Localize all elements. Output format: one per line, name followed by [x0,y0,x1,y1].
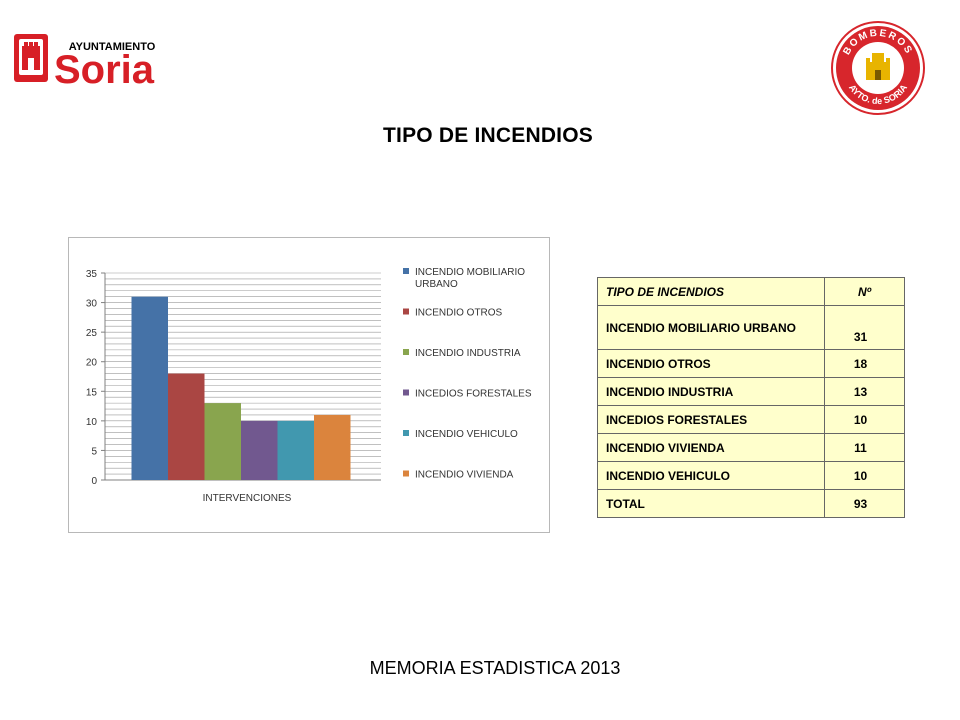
table-row-total: TOTAL 93 [597,489,905,518]
ayuntamiento-soria-logo: AYUNTAMIENTO Soria [12,28,192,92]
coat-of-arms-icon [14,34,48,82]
table-header-number: Nº [824,277,905,306]
bar [277,420,314,480]
table-cell-value: 18 [824,349,905,378]
bar [314,414,351,480]
y-tick-label: 10 [86,417,98,428]
bar-chart-svg: 0 5 10 15 20 25 30 35 INTERVENCIONES INCENDIO MOB… [86,267,532,504]
page-title: TIPO DE INCENDIOS [383,124,593,147]
bar [241,420,278,480]
table-cell-label: TOTAL [597,489,825,518]
bar [204,403,241,480]
bomberos-seal-logo: BOMBEROS AYTO. de SORIA [830,20,926,116]
table-cell-label: INCENDIO VEHICULO [597,461,825,490]
table-cell-value: 31 [824,305,905,350]
y-tick-label: 0 [91,476,97,487]
table-cell-value: 11 [824,433,905,462]
y-tick-label: 30 [86,299,98,310]
legend-label: INCENDIO VEHICULO [415,429,518,440]
legend-label: INCEDIOS FORESTALES [415,389,532,400]
bar [131,296,168,480]
bar-chart: 0 5 10 15 20 25 30 35 INTERVENCIONES INCENDIO MOB… [68,237,550,533]
bar [168,373,205,480]
footer-text: MEMORIA ESTADISTICA 2013 [369,658,621,678]
legend-label: INCENDIO INDUSTRIA [415,348,521,359]
y-tick-label: 5 [91,446,97,457]
legend-swatch [403,430,409,436]
y-tick-label: 15 [86,387,98,398]
table-row: INCENDIO VEHICULO 10 [597,461,905,490]
y-tick-label: 25 [86,328,98,339]
x-category-label: INTERVENCIONES [203,493,292,504]
table-cell-value: 93 [824,489,905,518]
table-row: INCENDIO INDUSTRIA 13 [597,377,905,406]
table-cell-value: 13 [824,377,905,406]
logo-line1: AYUNTAMIENTO [69,41,156,53]
incidents-table: TIPO DE INCENDIOS Nº INCENDIO MOBILIARIO… [597,277,905,518]
table-cell-label: INCENDIO VIVIENDA [597,433,825,462]
y-tick-label: 35 [86,269,98,280]
table-cell-label: INCEDIOS FORESTALES [597,405,825,434]
legend-label: URBANO [415,279,458,290]
table-cell-label: INCENDIO MOBILIARIO URBANO [597,305,825,350]
y-tick-label: 20 [86,358,98,369]
table-row: INCEDIOS FORESTALES 10 [597,405,905,434]
table-cell-value: 10 [824,405,905,434]
legend-label: INCENDIO MOBILIARIO [415,267,525,278]
table-cell-value: 10 [824,461,905,490]
legend-swatch [403,268,409,274]
castle-icon [866,53,890,80]
legend-label: INCENDIO VIVIENDA [415,470,514,481]
legend-swatch [403,349,409,355]
table-cell-label: INCENDIO OTROS [597,349,825,378]
table-header-row: TIPO DE INCENDIOS Nº [597,277,905,306]
legend-swatch [403,389,409,396]
table-row: INCENDIO MOBILIARIO URBANO 31 [597,305,905,350]
logo-line2: Soria [54,48,155,88]
table-row: INCENDIO VIVIENDA 11 [597,433,905,462]
table-cell-label: INCENDIO INDUSTRIA [597,377,825,406]
table-row: INCENDIO OTROS 18 [597,349,905,378]
legend-swatch [403,470,409,477]
legend-label: INCENDIO OTROS [415,308,503,319]
table-header-type: TIPO DE INCENDIOS [597,277,825,306]
legend-swatch [403,308,409,315]
